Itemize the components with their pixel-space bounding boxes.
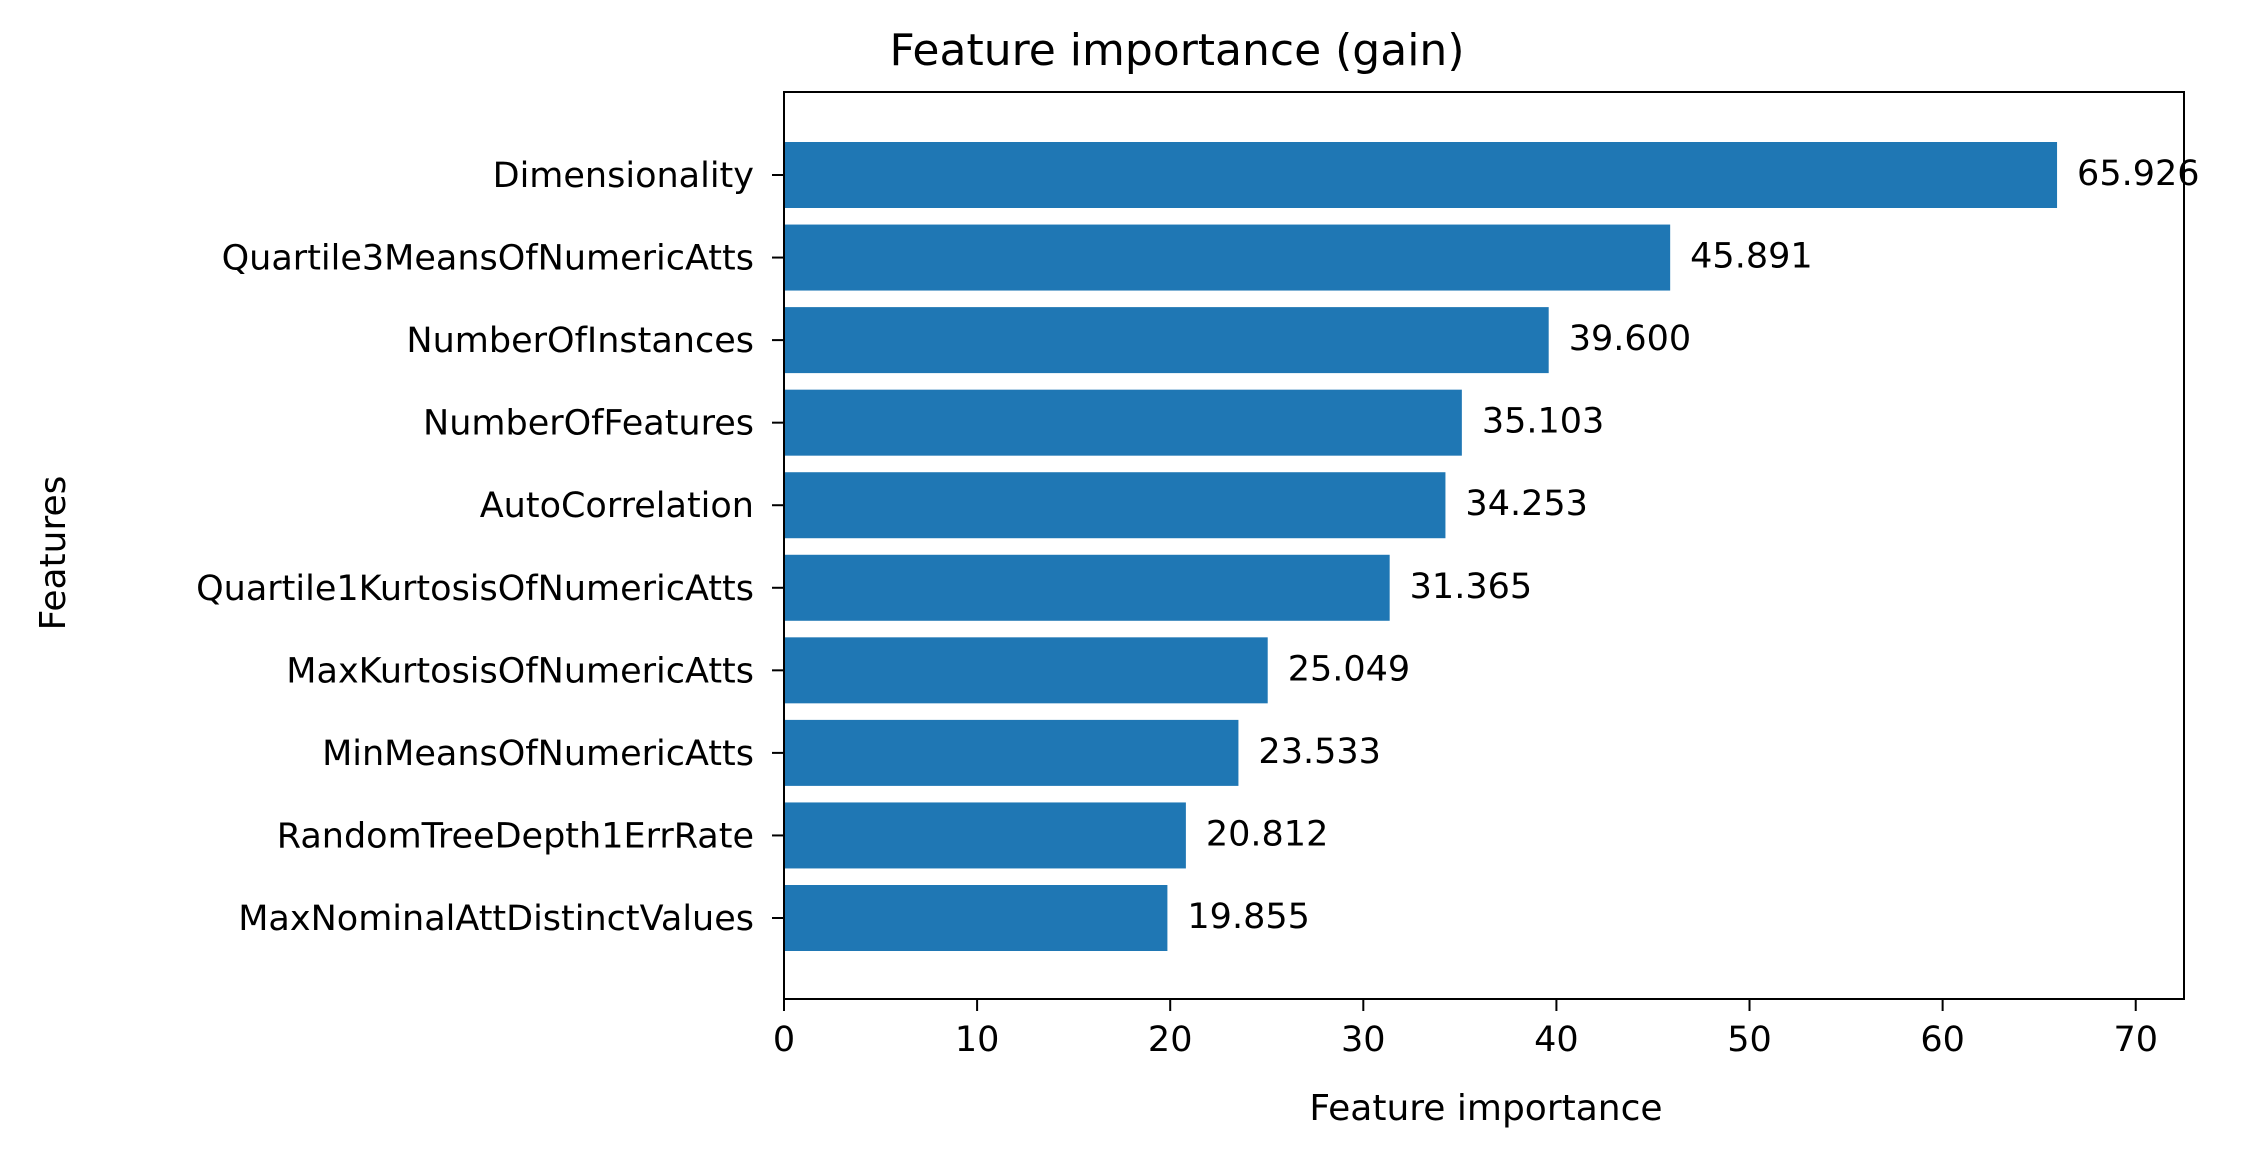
y-tick-label: Dimensionality bbox=[493, 156, 754, 196]
x-tick-label: 60 bbox=[1920, 1020, 1965, 1060]
bar-value-label: 39.600 bbox=[1569, 319, 1691, 359]
bar bbox=[784, 719, 1239, 786]
bar bbox=[784, 389, 1462, 456]
bar bbox=[784, 554, 1390, 621]
x-tick-label: 30 bbox=[1341, 1020, 1386, 1060]
y-ticks-layer: Dimensionality Quartile3MeansOfNumericAtt… bbox=[196, 156, 784, 939]
y-tick-label: Quartile1KurtosisOfNumericAtts bbox=[196, 569, 754, 609]
y-tick-label: NumberOfFeatures bbox=[423, 404, 754, 444]
bars-layer bbox=[784, 142, 2058, 951]
bar bbox=[784, 802, 1186, 869]
bar bbox=[784, 637, 1268, 704]
bar-value-label: 45.891 bbox=[1690, 237, 1812, 277]
x-tick-label: 20 bbox=[1148, 1020, 1193, 1060]
x-tick-label: 40 bbox=[1534, 1020, 1579, 1060]
bar-value-label: 25.049 bbox=[1288, 649, 1410, 689]
bar bbox=[784, 472, 1446, 539]
bar bbox=[784, 224, 1671, 291]
x-tick-label: 0 bbox=[773, 1020, 795, 1060]
y-tick-label: MaxNominalAttDistinctValues bbox=[238, 899, 754, 939]
x-axis-label: Feature importance bbox=[1309, 1088, 1662, 1129]
x-tick-label: 10 bbox=[955, 1020, 1000, 1060]
bar-value-label: 31.365 bbox=[1410, 567, 1532, 607]
y-tick-label: MaxKurtosisOfNumericAtts bbox=[286, 651, 754, 691]
y-tick-label: Quartile3MeansOfNumericAtts bbox=[222, 239, 754, 279]
chart-title: Feature importance (gain) bbox=[890, 25, 1465, 76]
y-axis-label: Features bbox=[33, 476, 74, 631]
bar-value-label: 23.533 bbox=[1258, 732, 1380, 772]
bar-value-label: 65.926 bbox=[2077, 154, 2199, 194]
x-tick-label: 70 bbox=[2113, 1020, 2158, 1060]
y-tick-label: MinMeansOfNumericAtts bbox=[322, 734, 754, 774]
x-tick-label: 50 bbox=[1727, 1020, 1772, 1060]
bar-value-label: 34.253 bbox=[1465, 484, 1587, 524]
y-tick-label: NumberOfInstances bbox=[406, 321, 754, 361]
data-labels-layer: 65.926 45.891 39.600 35.103 34.253 31.365 25.0… bbox=[1187, 154, 2199, 937]
y-tick-label: RandomTreeDepth1ErrRate bbox=[277, 816, 754, 856]
bar bbox=[784, 885, 1168, 951]
y-tick-label: AutoCorrelation bbox=[480, 486, 754, 526]
bar bbox=[784, 307, 1549, 374]
bar-value-label: 20.812 bbox=[1206, 814, 1328, 854]
bar-value-label: 19.855 bbox=[1187, 897, 1309, 937]
plot-frame bbox=[783, 91, 2185, 1000]
x-ticks-layer: 0 10 20 30 40 50 60 70 bbox=[773, 999, 2158, 1060]
bar bbox=[784, 142, 2058, 208]
bar-value-label: 35.103 bbox=[1482, 402, 1604, 442]
